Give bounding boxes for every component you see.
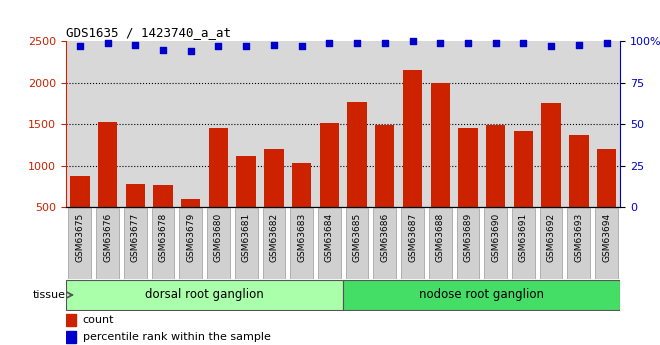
Point (546, 43, 556, 49)
Bar (66, 314, 76, 326)
Point (601, 40, 612, 46)
Text: GSM63679: GSM63679 (186, 213, 195, 262)
Bar (292, 163, 312, 248)
Text: percentile rank within the sample: percentile rank within the sample (82, 333, 271, 342)
Text: GSM63688: GSM63688 (436, 213, 445, 262)
Point (296, 43, 307, 49)
Text: GSM63685: GSM63685 (352, 213, 362, 262)
FancyBboxPatch shape (66, 280, 343, 309)
Point (574, 42, 584, 48)
Text: GSM63683: GSM63683 (297, 213, 306, 262)
FancyBboxPatch shape (540, 208, 562, 279)
FancyBboxPatch shape (595, 208, 618, 279)
Point (463, 40, 473, 46)
Bar (541, 103, 561, 248)
FancyBboxPatch shape (96, 208, 119, 279)
FancyBboxPatch shape (401, 208, 424, 279)
Text: GSM63675: GSM63675 (75, 213, 84, 262)
Bar (513, 131, 533, 248)
FancyBboxPatch shape (512, 208, 535, 279)
Text: GSM63692: GSM63692 (546, 213, 556, 262)
Bar (209, 128, 228, 248)
Point (269, 42, 279, 48)
FancyBboxPatch shape (484, 208, 507, 279)
FancyBboxPatch shape (207, 208, 230, 279)
Text: GSM63678: GSM63678 (158, 213, 168, 262)
Point (158, 47, 168, 52)
FancyBboxPatch shape (346, 208, 368, 279)
Text: nodose root ganglion: nodose root ganglion (419, 288, 544, 302)
Point (435, 40, 446, 46)
FancyBboxPatch shape (374, 208, 396, 279)
FancyBboxPatch shape (180, 208, 202, 279)
FancyBboxPatch shape (318, 208, 341, 279)
Point (518, 40, 529, 46)
Text: GSM63693: GSM63693 (574, 213, 583, 262)
Text: GSM63687: GSM63687 (408, 213, 417, 262)
Text: count: count (82, 315, 114, 325)
Bar (347, 102, 367, 248)
FancyBboxPatch shape (457, 208, 479, 279)
Text: GSM63682: GSM63682 (269, 213, 279, 262)
Text: GSM63689: GSM63689 (463, 213, 473, 262)
Text: GSM63680: GSM63680 (214, 213, 223, 262)
Point (379, 40, 390, 46)
Point (185, 49, 196, 54)
Bar (125, 184, 145, 248)
Point (130, 42, 141, 48)
Bar (486, 125, 506, 248)
Point (213, 43, 224, 49)
FancyBboxPatch shape (568, 208, 590, 279)
Bar (458, 128, 478, 248)
Text: GSM63691: GSM63691 (519, 213, 528, 262)
Bar (70, 176, 90, 248)
Text: GSM63694: GSM63694 (602, 213, 611, 262)
Point (490, 40, 501, 46)
FancyBboxPatch shape (343, 280, 620, 309)
FancyBboxPatch shape (429, 208, 451, 279)
FancyBboxPatch shape (124, 208, 147, 279)
Point (324, 40, 335, 46)
Point (352, 40, 362, 46)
Bar (181, 199, 201, 248)
Point (75, 43, 85, 49)
Bar (264, 149, 284, 248)
Bar (597, 149, 616, 248)
Point (102, 40, 113, 46)
Text: GSM63676: GSM63676 (103, 213, 112, 262)
Bar (430, 83, 450, 248)
FancyBboxPatch shape (235, 208, 257, 279)
Text: GSM63690: GSM63690 (491, 213, 500, 262)
Bar (98, 122, 117, 248)
Bar (66, 331, 76, 343)
FancyBboxPatch shape (69, 208, 91, 279)
Bar (153, 186, 173, 248)
Text: GSM63677: GSM63677 (131, 213, 140, 262)
Bar (569, 135, 589, 248)
Bar (236, 156, 256, 248)
Text: GSM63684: GSM63684 (325, 213, 334, 262)
Text: GSM63686: GSM63686 (380, 213, 389, 262)
Text: GDS1635 / 1423740_a_at: GDS1635 / 1423740_a_at (66, 26, 231, 39)
Text: tissue: tissue (33, 290, 66, 300)
Bar (319, 124, 339, 248)
FancyBboxPatch shape (263, 208, 285, 279)
Text: GSM63681: GSM63681 (242, 213, 251, 262)
FancyBboxPatch shape (290, 208, 313, 279)
Bar (375, 125, 395, 248)
FancyBboxPatch shape (152, 208, 174, 279)
Bar (403, 70, 422, 248)
Text: dorsal root ganglion: dorsal root ganglion (145, 288, 264, 302)
Point (407, 39, 418, 44)
Point (241, 43, 251, 49)
